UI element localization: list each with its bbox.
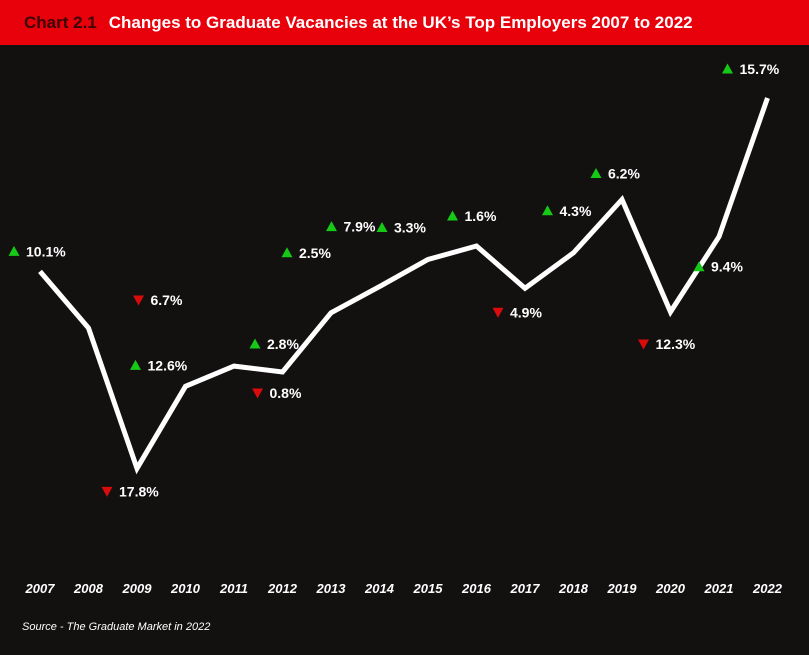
x-tick-label-2016: 2016 [461, 581, 492, 596]
data-label-2009: 17.8% [101, 483, 159, 499]
data-label-2015: 3.3% [376, 220, 426, 236]
data-label-text: 2.8% [267, 336, 299, 352]
series-line [38, 97, 770, 475]
data-label-text: 12.6% [148, 357, 188, 373]
up-arrow-icon [249, 338, 261, 349]
chart-header: Chart 2.1 Changes to Graduate Vacancies … [0, 0, 809, 45]
x-tick-label-2008: 2008 [73, 581, 104, 596]
data-label-2017: 4.9% [492, 304, 542, 320]
data-label-2008: 6.7% [133, 292, 183, 308]
x-tick-label-2022: 2022 [752, 581, 783, 596]
up-arrow-icon [376, 222, 388, 233]
data-label-2018: 4.3% [542, 203, 592, 219]
up-arrow-icon [8, 245, 20, 256]
x-tick-label-2014: 2014 [364, 581, 395, 596]
data-label-2014: 7.9% [326, 219, 376, 235]
data-label-text: 17.8% [119, 483, 159, 499]
data-label-2020: 12.3% [638, 336, 696, 352]
down-arrow-icon [638, 339, 649, 350]
data-label-text: 7.9% [344, 219, 376, 235]
up-arrow-icon [281, 247, 293, 258]
data-label-2021: 9.4% [693, 259, 743, 275]
data-label-2022: 15.7% [722, 61, 780, 77]
x-tick-label-2013: 2013 [316, 581, 347, 596]
down-arrow-icon [492, 307, 504, 318]
data-label-text: 4.3% [560, 203, 592, 219]
data-label-2012: 0.8% [252, 385, 302, 401]
data-label-2010: 12.6% [130, 357, 188, 373]
data-label-text: 3.3% [394, 220, 426, 236]
data-label-text: 4.9% [510, 304, 542, 320]
up-arrow-icon [326, 221, 337, 232]
source-note: Source - The Graduate Market in 2022 [22, 621, 211, 633]
up-arrow-icon [542, 205, 553, 216]
down-arrow-icon [133, 295, 144, 306]
x-tick-label-2011: 2011 [219, 581, 248, 596]
data-label-text: 9.4% [711, 259, 743, 275]
data-label-2019: 6.2% [590, 166, 640, 182]
x-tick-label-2019: 2019 [607, 581, 638, 596]
x-tick-label-2020: 2020 [655, 581, 686, 596]
x-tick-label-2010: 2010 [170, 581, 201, 596]
data-label-text: 6.2% [608, 166, 640, 182]
chart-title: Changes to Graduate Vacancies at the UK’… [108, 12, 693, 32]
up-arrow-icon [693, 261, 705, 272]
data-label-2013: 2.5% [281, 245, 331, 261]
data-label-text: 12.3% [656, 336, 696, 352]
data-label-2011: 2.8% [249, 336, 299, 352]
x-tick-label-2012: 2012 [267, 581, 298, 596]
up-arrow-icon [447, 210, 458, 221]
down-arrow-icon [252, 388, 263, 399]
x-tick-label-2017: 2017 [510, 581, 541, 596]
data-label-text: 15.7% [740, 61, 780, 77]
data-label-text: 0.8% [270, 385, 302, 401]
x-tick-label-2015: 2015 [413, 581, 444, 596]
x-tick-label-2018: 2018 [558, 581, 589, 596]
x-tick-label-2007: 2007 [25, 581, 56, 596]
down-arrow-icon [101, 486, 113, 497]
x-tick-label-2009: 2009 [122, 581, 153, 596]
x-tick-label-2021: 2021 [704, 581, 734, 596]
data-label-2016: 1.6% [447, 208, 497, 224]
data-label-text: 2.5% [299, 245, 331, 261]
data-label-2007: 10.1% [8, 243, 66, 259]
data-label-text: 1.6% [465, 208, 497, 224]
data-label-text: 6.7% [151, 292, 183, 308]
up-arrow-icon [590, 168, 602, 178]
chart-number: Chart 2.1 [24, 12, 97, 32]
line-chart: 10.1% 6.7% 17.8% 12.6% 2.8% 0.8% 2.5% 7.9% 3.3% 1… [8, 61, 783, 596]
up-arrow-icon [722, 63, 733, 74]
data-label-text: 10.1% [26, 243, 66, 259]
up-arrow-icon [130, 359, 141, 370]
